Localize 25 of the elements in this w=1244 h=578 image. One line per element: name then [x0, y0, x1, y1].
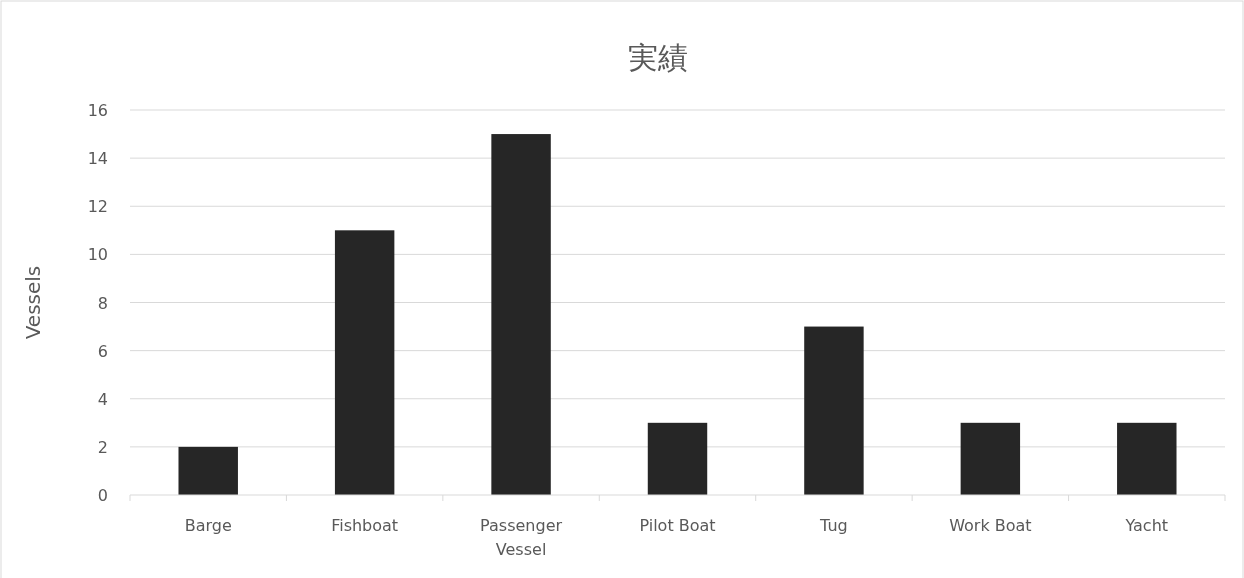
x-tick-label: Tug: [819, 516, 848, 535]
x-tick-label: Yacht: [1124, 516, 1169, 535]
y-tick-label: 10: [87, 245, 108, 265]
bar: [1117, 422, 1177, 495]
x-tick-label: Passenger Vessel: [480, 516, 563, 559]
y-axis-title: Vessels: [21, 265, 45, 340]
y-tick-label: 16: [87, 101, 108, 120]
bar: [491, 134, 551, 495]
bar: [178, 446, 238, 495]
y-tick-label: 14: [87, 149, 108, 169]
bar: [960, 422, 1021, 495]
bar: [334, 230, 395, 495]
y-tick-label: 0: [97, 486, 108, 505]
bar: [647, 422, 708, 495]
y-tick-label: 6: [97, 341, 108, 361]
x-tick-label: Pilot Boat: [639, 516, 716, 535]
x-tick-label: Work Boat: [949, 516, 1032, 535]
bar: [804, 326, 864, 495]
y-tick-label: 12: [87, 197, 108, 217]
y-tick-label: 4: [97, 389, 108, 409]
x-tick-label: Fishboat: [331, 516, 399, 535]
chart-title: 実績: [627, 40, 688, 75]
x-tick-label: Barge: [184, 516, 232, 535]
y-tick-label: 2: [97, 437, 108, 457]
y-tick-label: 8: [97, 293, 108, 313]
